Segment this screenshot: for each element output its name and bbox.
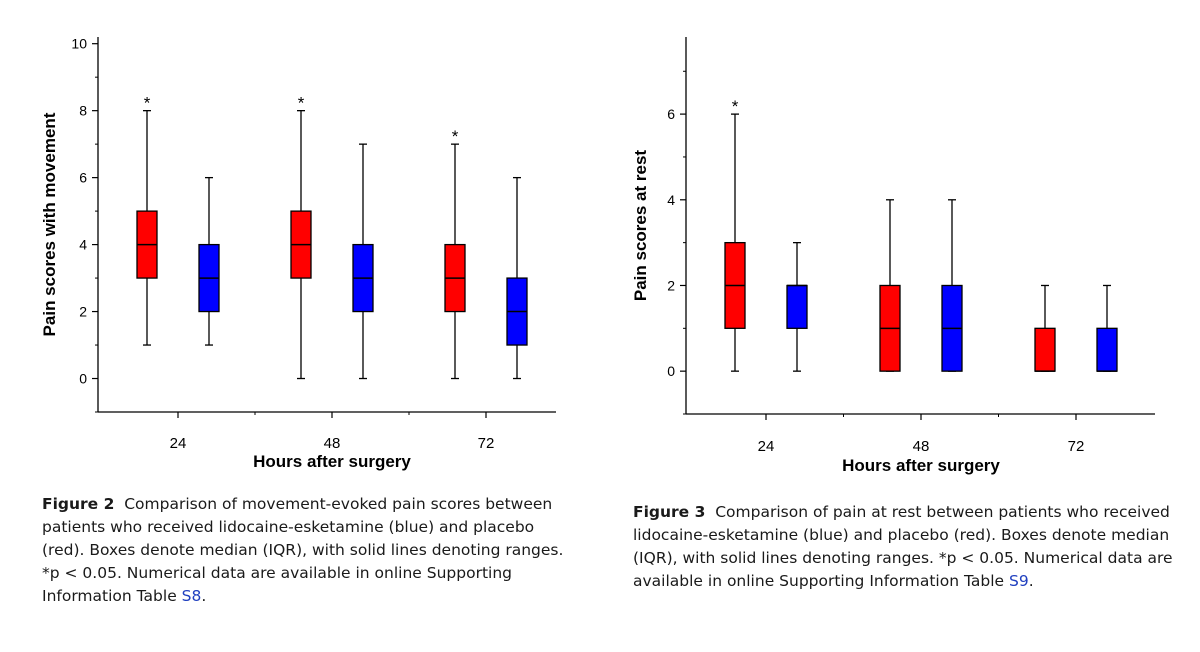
significance-star: * (144, 94, 151, 113)
figure-3-text: Comparison of pain at rest between patie… (633, 503, 1173, 590)
y-axis-label: Pain scores at rest (631, 150, 650, 302)
iqr-box (786, 284, 808, 329)
y-tick-label: 10 (71, 36, 87, 52)
y-tick-label: 6 (79, 170, 87, 186)
significance-star: * (298, 94, 305, 113)
y-tick-label: 8 (79, 103, 87, 119)
x-tick-label: 48 (913, 438, 930, 455)
x-tick-label: 24 (758, 438, 775, 455)
x-tick-label: 24 (170, 435, 187, 452)
box-lidocaine-esketamine-72 (506, 176, 528, 380)
x-tick-label: 72 (1068, 438, 1085, 455)
y-tick-label: 6 (667, 106, 675, 122)
box-lidocaine-esketamine-72 (1096, 284, 1118, 372)
box-placebo-48: * (290, 94, 312, 380)
y-tick-label: 2 (79, 304, 87, 320)
significance-star: * (732, 97, 739, 116)
box-placebo-24: * (724, 97, 746, 372)
figure-2-label: Figure 2 (42, 495, 115, 513)
box-placebo-24: * (136, 94, 158, 346)
figure-3-end: . (1028, 572, 1034, 590)
significance-star: * (452, 127, 459, 146)
x-axis-label: Hours after surgery (842, 456, 1000, 475)
figure-3-label: Figure 3 (633, 503, 706, 521)
box-placebo-72: * (444, 127, 466, 380)
y-axis-label: Pain scores with movement (40, 112, 59, 336)
y-tick-label: 0 (79, 371, 87, 387)
y-tick-label: 0 (667, 363, 675, 379)
x-tick-label: 48 (324, 435, 341, 452)
table-s9-link[interactable]: S9 (1008, 572, 1029, 590)
x-tick-label: 72 (478, 435, 495, 452)
box-placebo-48 (879, 199, 901, 372)
figure-3-caption: Figure 3 Comparison of pain at rest betw… (633, 501, 1173, 593)
iqr-box (1096, 327, 1118, 372)
box-placebo-72 (1034, 284, 1056, 372)
y-tick-label: 4 (667, 192, 675, 208)
box-lidocaine-esketamine-48 (941, 199, 963, 372)
y-tick-label: 4 (79, 237, 87, 253)
figure-2-text: Comparison of movement-evoked pain score… (42, 495, 564, 605)
box-lidocaine-esketamine-48 (352, 143, 374, 380)
figure-2-end: . (201, 587, 207, 605)
box-lidocaine-esketamine-24 (198, 176, 220, 346)
x-axis-label: Hours after surgery (253, 452, 411, 471)
figure-2-caption: Figure 2 Comparison of movement-evoked p… (42, 493, 572, 608)
box-lidocaine-esketamine-24 (786, 241, 808, 372)
y-tick-label: 2 (667, 277, 675, 293)
iqr-box (1034, 327, 1056, 372)
table-s8-link[interactable]: S8 (181, 587, 202, 605)
